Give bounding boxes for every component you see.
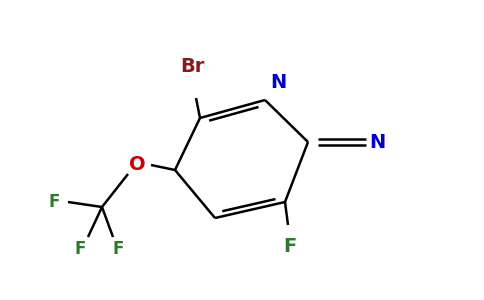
Text: F: F — [112, 240, 124, 258]
Text: F: F — [48, 193, 60, 211]
Text: F: F — [75, 240, 86, 258]
Text: N: N — [369, 133, 385, 152]
Text: N: N — [270, 73, 286, 92]
Text: Br: Br — [180, 57, 204, 76]
Text: O: O — [129, 155, 145, 175]
Text: F: F — [283, 237, 297, 256]
